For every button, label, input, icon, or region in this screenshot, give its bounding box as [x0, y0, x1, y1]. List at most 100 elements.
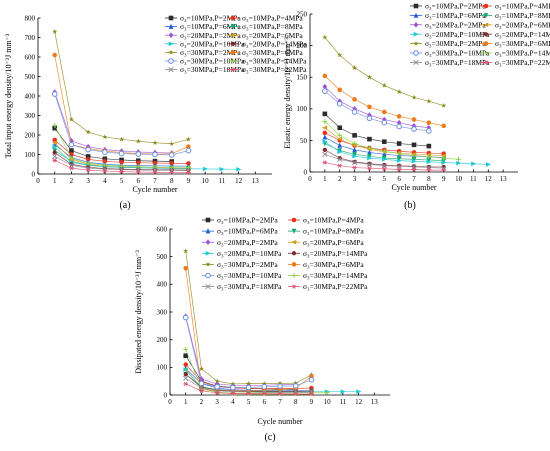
data-point	[135, 164, 141, 170]
data-point	[351, 159, 358, 166]
data-point	[308, 376, 315, 383]
data-point	[324, 390, 330, 395]
data-point	[411, 94, 417, 100]
data-point	[199, 388, 204, 393]
legend-marker	[413, 50, 419, 56]
x-tick-label: 6	[137, 177, 141, 185]
legend-marker	[413, 31, 419, 37]
data-point	[102, 168, 108, 174]
data-point	[411, 167, 417, 172]
legend-marker	[230, 41, 236, 46]
legend-item: σ₃=10MPa,P=4MPa	[480, 2, 550, 11]
data-point	[119, 160, 124, 165]
data-point	[336, 136, 343, 142]
data-point	[183, 375, 189, 382]
data-point	[340, 389, 346, 394]
data-point	[426, 154, 432, 160]
data-point	[85, 160, 91, 166]
legend-item: σ₃=30MPa,P=14MPa	[288, 271, 368, 280]
data-point	[52, 144, 58, 149]
series-line	[54, 127, 172, 162]
x-tick-label: 10	[202, 177, 210, 185]
data-point	[183, 381, 189, 387]
legend-item: σ₃=20MPa,P=14MPa	[227, 39, 307, 48]
data-point	[381, 82, 387, 88]
legend-label: σ₃=30MPa,P=22MPa	[242, 65, 307, 74]
data-point	[485, 162, 492, 167]
data-point	[322, 139, 328, 144]
data-point	[52, 125, 58, 131]
legend-label: σ₃=30MPa,P=14MPa	[303, 271, 368, 280]
data-point	[352, 97, 357, 102]
legend-label: σ₃=10MPa,P=4MPa	[495, 2, 550, 11]
y-tick-label: 600	[157, 225, 168, 233]
legend-marker	[483, 13, 489, 19]
legend-item: σ₃=10MPa,P=8MPa	[288, 227, 364, 236]
legend-label: σ₃=20MPa,P=10MPa	[180, 39, 245, 48]
x-tick-label: 2	[338, 175, 342, 183]
data-point	[352, 141, 357, 146]
legend-marker	[483, 22, 489, 28]
x-tick-label: 11	[470, 175, 477, 183]
legend-label: σ₃=10MPa,P=8MPa	[242, 22, 303, 31]
y-tick-label: 50	[300, 137, 308, 145]
data-point	[337, 133, 343, 138]
legend-label: σ₃=30MPa,P=2MPa	[425, 39, 486, 48]
data-point	[322, 147, 328, 152]
data-point	[102, 162, 108, 168]
x-tick-label: 11	[218, 177, 225, 185]
data-point	[102, 156, 108, 162]
data-point	[426, 159, 432, 165]
legend-label: σ₃=10MPa,P=8MPa	[303, 227, 364, 236]
data-point	[52, 28, 58, 34]
x-tick-label: 4	[368, 175, 372, 183]
legend: σ₃=10MPa,P=2MPa σ₃=10MPa,P=4MPaσ₃=10MPa,P…	[165, 14, 307, 74]
data-point	[322, 134, 328, 140]
series-14	[322, 160, 447, 173]
x-axis-title: Cycle number	[132, 185, 177, 194]
data-point	[52, 122, 58, 128]
data-point	[426, 167, 432, 173]
x-tick-label: 10	[324, 398, 332, 406]
data-point	[198, 365, 205, 371]
legend-label: σ₃=10MPa,P=8MPa	[495, 11, 550, 20]
series-14	[183, 381, 314, 397]
legend-item: σ₃=30MPa,P=10MPa	[202, 271, 282, 280]
data-point	[471, 161, 477, 167]
data-point	[261, 380, 267, 386]
data-point	[119, 163, 124, 169]
legend-item: σ₃=20MPa,P=6MPa	[227, 31, 303, 40]
data-point	[52, 52, 58, 58]
data-point	[182, 314, 189, 321]
data-point	[322, 130, 328, 136]
data-point	[135, 151, 142, 157]
legend-marker	[205, 251, 211, 256]
legend-marker	[168, 23, 174, 29]
legend-marker	[483, 60, 489, 65]
legend-item: σ₃=30MPa,P=6MPa	[480, 39, 550, 48]
data-point	[426, 128, 432, 134]
data-point	[85, 167, 91, 173]
data-point	[426, 157, 432, 163]
x-tick-label: 10	[455, 175, 463, 183]
data-point	[456, 157, 461, 162]
x-tick-label: 3	[215, 398, 219, 406]
x-tick-label: 12	[355, 398, 363, 406]
x-tick-label: 0	[36, 177, 40, 185]
x-tick-label: 12	[235, 177, 243, 185]
series-line	[185, 317, 312, 388]
data-point	[411, 158, 417, 164]
data-point	[440, 153, 447, 158]
data-point	[186, 144, 191, 149]
data-point	[277, 380, 283, 386]
data-point	[198, 385, 205, 391]
y-tick-label: 0	[164, 391, 168, 399]
data-point	[183, 347, 189, 352]
legend-label: σ₃=10MPa,P=2MPa	[180, 14, 241, 23]
legend-marker	[230, 67, 236, 72]
legend-marker	[168, 32, 174, 38]
legend-label: σ₃=30MPa,P=18MPa	[425, 58, 490, 67]
legend-marker	[483, 32, 489, 37]
data-point	[68, 116, 75, 122]
data-point	[230, 391, 236, 396]
